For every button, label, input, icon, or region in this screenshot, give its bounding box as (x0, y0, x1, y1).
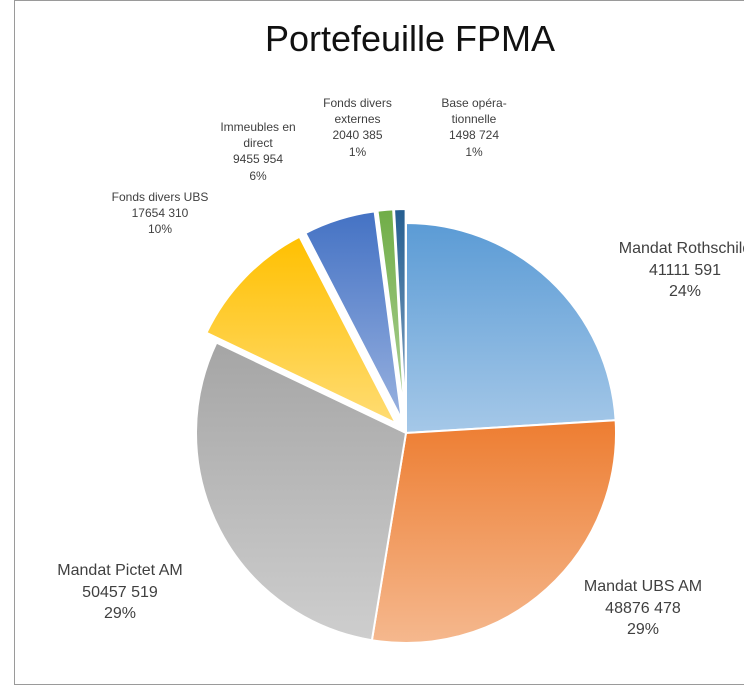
label-value: 17654 310 (131, 206, 189, 221)
label-percent: 1% (465, 144, 483, 159)
data-label: Mandat UBS AM 48876 478 29% (548, 576, 738, 641)
label-name: Immeubles en direct (220, 120, 296, 151)
label-value: 2040 385 (332, 128, 383, 143)
chart-title: Portefeuille FPMA (264, 18, 556, 59)
label-name: Mandat Rothschild (618, 240, 744, 257)
label-value: 48876 478 (605, 599, 681, 617)
pie-slice (370, 419, 617, 644)
data-label: Fonds divers externes 2040 385 1% (310, 95, 405, 160)
data-label: Fonds divers UBS 17654 310 10% (95, 189, 225, 238)
label-value: 50457 519 (82, 583, 158, 601)
pie-slice (393, 208, 407, 420)
data-label: Base opéra-tionnelle 1498 724 1% (428, 95, 520, 160)
label-name: Mandat Pictet AM (57, 562, 183, 579)
pie-slice (195, 341, 408, 642)
data-label: Mandat Pictet AM 50457 519 29% (25, 560, 215, 625)
label-percent: 29% (103, 605, 137, 623)
label-percent: 29% (626, 621, 660, 639)
chart-frame (14, 0, 744, 685)
label-value: 41111 591 (648, 261, 722, 279)
label-percent: 1% (348, 144, 367, 159)
label-name: Fonds divers UBS (111, 190, 209, 204)
label-value: 1498 724 (448, 128, 500, 143)
data-label: Immeubles en direct 9455 954 6% (208, 119, 308, 184)
pie-slice (205, 235, 399, 426)
pie-slice (304, 210, 403, 421)
label-value: 9455 954 (232, 152, 284, 167)
label-percent: 10% (147, 222, 173, 237)
label-percent: 24% (668, 283, 702, 301)
label-name: Fonds divers externes (323, 96, 392, 127)
label-percent: 6% (249, 168, 267, 183)
pie-slice (405, 221, 617, 435)
data-label: Mandat Rothschild 41111 591 24% (585, 238, 744, 303)
label-name: Mandat UBS AM (583, 578, 703, 595)
label-name: Base opéra-tionnelle (441, 96, 507, 127)
